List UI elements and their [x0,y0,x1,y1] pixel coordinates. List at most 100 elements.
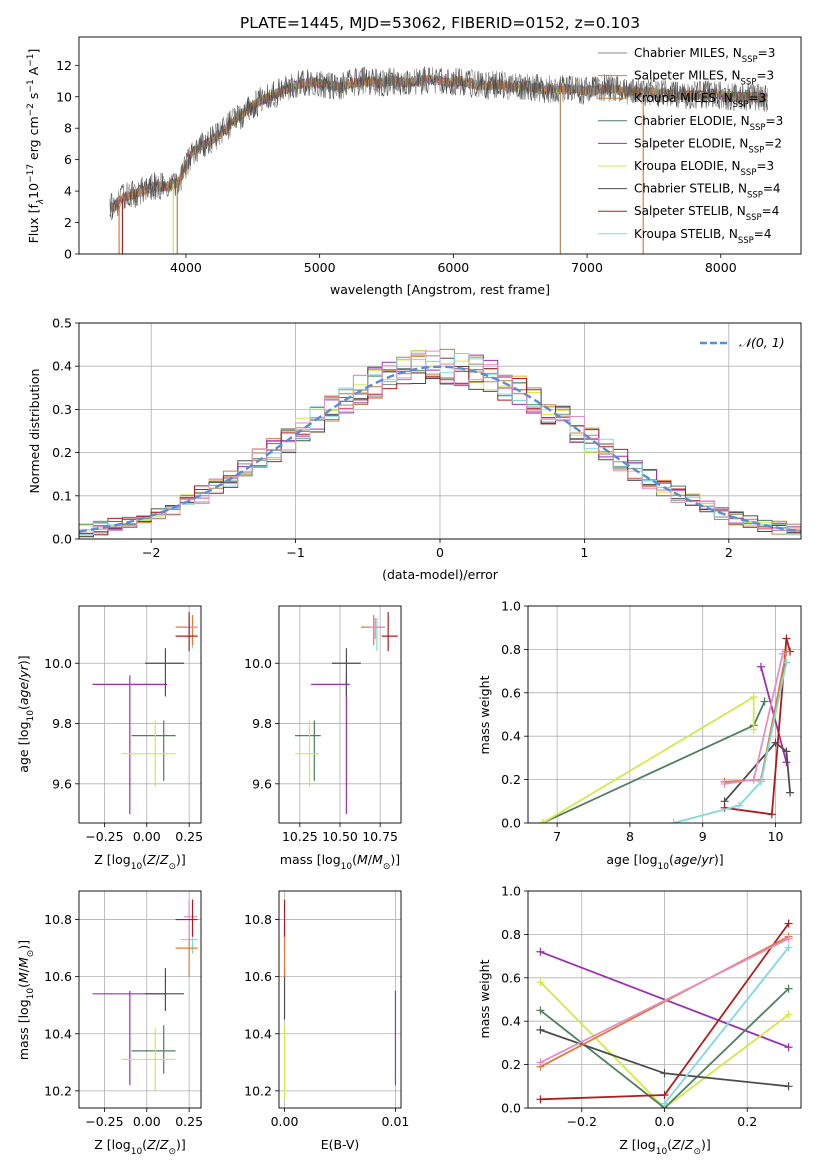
errorbar-point [131,720,176,781]
axes-frame [278,605,402,824]
series-line [540,950,789,1049]
errorbar-point [311,675,350,814]
mass-ebv-axes: 0.00 0.01 10.2 10.4 10.6 10.8 E(B-V) [244,890,409,1152]
axes-frame [527,890,802,1109]
axes-frame [78,36,802,255]
x-tick-label: −0.25 [85,1114,123,1129]
series-line [539,987,790,1108]
series-marker [786,788,795,797]
series-marker [784,1010,793,1019]
y-axis-label: mass [log10(M/M⊙)] [16,940,36,1060]
y-tick-label: 0.6 [501,685,521,700]
y-axis-label: age [log10(age/yr)] [16,655,36,772]
x-axis-label: wavelength [Angstrom, rest frame] [330,282,550,297]
x-tick-label: 0.2 [737,1114,757,1129]
errorbar-point [92,990,168,1086]
series-line [724,638,791,816]
y-tick-label: 10.8 [244,912,272,927]
normal-curve [79,365,801,533]
series-line [542,695,755,823]
spectrum-legend: Chabrier MILES, NSSP=3 Salpeter MILES, NS… [598,46,783,246]
x-tick-label: 0 [436,545,444,560]
grid [79,891,201,1108]
series-line [723,741,791,802]
x-tick-label: 0.0 [655,1114,675,1129]
x-tick-label: 7 [553,829,561,844]
series-line [542,701,766,823]
plot-area [92,899,198,1091]
errorbar-point [121,1028,176,1091]
series-marker [784,1082,793,1091]
legend-entry: 𝒩(0, 1) [739,335,785,350]
x-tick-label: −2 [142,545,160,560]
x-tick-label: 4000 [170,260,202,275]
errorbar-point [175,615,198,646]
y-tick-label: 4 [64,184,72,199]
errorbar-point [175,612,198,652]
x-tick-label: 6000 [437,260,469,275]
errorbar-point [295,720,321,781]
x-tick-label: 0.25 [175,1114,203,1129]
y-tick-label: 0.2 [52,445,72,460]
plot-area [92,612,198,814]
y-tick-label: 8 [64,121,72,136]
y-tick-label: 10.4 [244,1026,272,1041]
series-marker [760,697,769,706]
series-marker [735,801,744,810]
series-marker [782,747,791,756]
spectrum-line-chabrier_stelib [109,66,768,219]
series-pink [720,649,787,788]
legend-entry: Kroupa MILES, NSSP=3 [634,91,766,110]
series-line [673,662,788,823]
x-tick-label: 7000 [571,260,603,275]
x-axis-label: age [log10(age/yr)] [606,852,723,872]
plot-area [79,348,801,539]
series-marker [536,1025,545,1034]
x-tick-label: 0.25 [175,829,203,844]
spectrum-axes: 4000 5000 6000 7000 8000 0 2 4 6 8 10 12 wavelength … [26,36,802,297]
legend-entry: Kroupa STELIB, NSSP=4 [634,227,772,246]
series-line [539,937,790,1064]
figure-title: PLATE=1445, MJD=53062, FIBERID=0152, z=0… [240,14,640,32]
errorbar-point [175,925,198,977]
x-axis-label: Z [log10(Z/Z⊙)] [94,1137,186,1157]
series-marker [749,775,758,784]
series-marker [536,1006,545,1015]
x-tick-label: 9 [699,829,707,844]
axes-frame [78,605,202,824]
y-tick-label: 0.4 [501,729,521,744]
series-kroupa_stelib [660,943,793,1108]
y-tick-label: 0.8 [501,927,521,942]
y-tick-label: 9.6 [252,776,272,791]
series-marker [536,1058,545,1067]
errorbar-point [175,899,198,937]
errorbar-point [131,1025,176,1074]
series-line [539,935,790,1068]
axes-frame [278,890,402,1109]
y-tick-label: 10.2 [244,1083,272,1098]
y-tick-label: 10.2 [44,1083,72,1098]
x-tick-label: 10 [768,829,784,844]
series-marker [749,693,758,702]
axes-frame [78,322,802,540]
legend-entry: Chabrier ELODIE, NSSP=3 [634,114,783,133]
series-marker [756,662,765,671]
y-tick-label: 1.0 [501,599,521,614]
series-marker [538,819,547,823]
histogram-pink [79,350,801,539]
series-marker [720,779,729,788]
x-tick-label: 0.00 [133,829,161,844]
errorbar-point [381,612,398,652]
histogram-legend: 𝒩(0, 1) [700,335,785,350]
y-tick-label: 10.6 [244,969,272,984]
y-tick-label: 0.6 [501,970,521,985]
y-tick-label: 2 [64,215,72,230]
errorbar-point [184,621,198,649]
x-tick-label: −1 [286,545,304,560]
y-tick-label: 12 [56,58,72,73]
series-line [663,946,790,1105]
errorbar-point [145,648,185,697]
axes-frame [78,890,202,1109]
series-marker [756,777,765,786]
